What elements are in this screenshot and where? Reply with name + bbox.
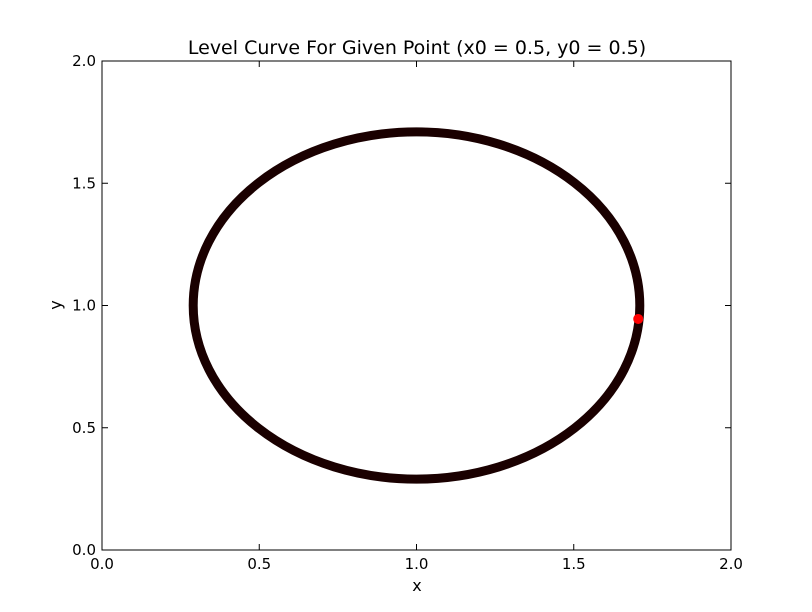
- y-tick-label: 2.0: [72, 52, 96, 70]
- x-tick-label: 0.0: [90, 555, 114, 573]
- level-curve: [188, 127, 645, 484]
- x-axis: 0.0 0.5 1.0 1.5 2.0: [90, 61, 743, 573]
- x-tick-label: 2.0: [719, 555, 743, 573]
- chart-title: Level Curve For Given Point (x0 = 0.5, y…: [188, 37, 646, 59]
- y-tick-label: 0.0: [72, 541, 96, 559]
- y-tick-label: 1.5: [72, 174, 96, 192]
- y-axis-label: y: [46, 300, 65, 309]
- x-tick-label: 1.0: [405, 555, 429, 573]
- x-axis-label: x: [412, 576, 421, 595]
- y-tick-label: 1.0: [72, 297, 96, 315]
- x-tick-label: 0.5: [247, 555, 271, 573]
- y-axis: 0.0 0.5 1.0 1.5 2.0: [72, 52, 731, 559]
- y-tick-label: 0.5: [72, 419, 96, 437]
- x-tick-label: 1.5: [562, 555, 586, 573]
- given-point-marker: [633, 313, 644, 324]
